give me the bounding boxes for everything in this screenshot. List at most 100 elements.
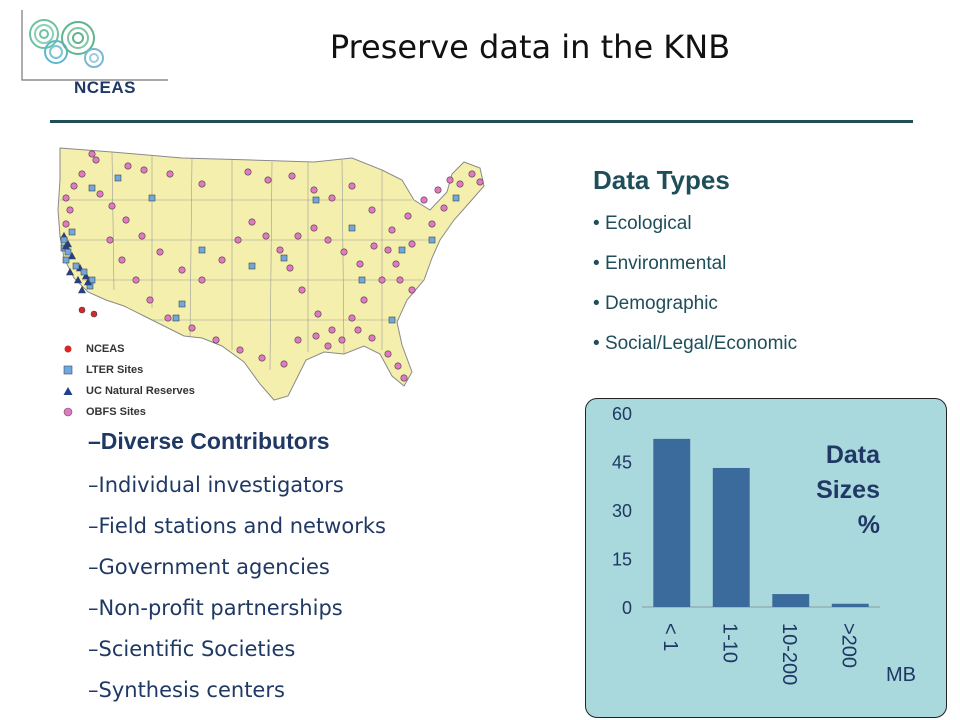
list-item: • Demographic (593, 293, 718, 314)
uc-reserve-marker (65, 267, 75, 276)
obfs-site-marker (294, 336, 302, 344)
y-tick-label: 0 (622, 598, 632, 618)
obfs-site-marker (198, 180, 206, 188)
list-item: • Social/Legal/Economic (593, 333, 798, 354)
list-item: –Non-profit partnerships (88, 596, 343, 620)
obfs-site-marker (146, 296, 154, 304)
uc-reserve-marker (67, 251, 77, 260)
obfs-site-marker (348, 314, 356, 322)
list-item-label: Ecological (604, 213, 692, 234)
obfs-site-marker (62, 220, 70, 228)
lter-site-marker (68, 228, 76, 236)
uc-reserve-marker (77, 285, 87, 294)
obfs-site-marker (388, 226, 396, 234)
lter-site-marker (358, 276, 366, 284)
nceas-site-marker (78, 306, 86, 314)
obfs-site-marker (310, 224, 318, 232)
obfs-site-marker (392, 260, 400, 268)
obfs-site-marker (324, 236, 332, 244)
lter-site-marker (312, 196, 320, 204)
lter-site-marker (428, 236, 436, 244)
obfs-site-marker (138, 232, 146, 240)
legend-label: NCEAS (86, 342, 125, 355)
legend-triangle-icon (62, 385, 74, 397)
lter-site-marker (178, 300, 186, 308)
obfs-site-marker (88, 150, 96, 158)
obfs-site-marker (258, 354, 266, 362)
lter-site-marker (198, 246, 206, 254)
obfs-site-marker (248, 218, 256, 226)
obfs-site-marker (384, 350, 392, 358)
obfs-site-marker (244, 168, 252, 176)
obfs-site-marker (370, 242, 378, 250)
obfs-site-marker (188, 324, 196, 332)
data-sizes-bar-chart: 0 15 30 45 60 < 1 1-10 10-200 >200 (612, 404, 880, 685)
obfs-site-marker (440, 204, 448, 212)
obfs-site-marker (276, 246, 284, 254)
obfs-site-marker (408, 240, 416, 248)
contributors-heading: –Diverse Contributors (88, 428, 330, 454)
obfs-site-marker (218, 256, 226, 264)
y-tick-label: 45 (612, 453, 632, 473)
chart-title-line: Sizes (816, 476, 880, 504)
obfs-site-marker (280, 360, 288, 368)
chart-title-line: % (857, 511, 880, 539)
obfs-site-marker (108, 202, 116, 210)
legend-item: OBFS Sites (62, 401, 195, 422)
obfs-site-marker (354, 326, 362, 334)
obfs-site-marker (140, 166, 148, 174)
obfs-site-marker (118, 256, 126, 264)
list-item: • Ecological (593, 213, 692, 234)
y-tick-label: 30 (612, 501, 632, 521)
lter-site-marker (72, 262, 80, 270)
obfs-site-marker (62, 194, 70, 202)
obfs-site-marker (124, 162, 132, 170)
legend-item: LTER Sites (62, 359, 195, 380)
legend-circle-icon (62, 343, 74, 355)
obfs-site-marker (92, 156, 100, 164)
obfs-site-marker (166, 170, 174, 178)
obfs-site-marker (338, 336, 346, 344)
list-item-label: Environmental (604, 253, 727, 274)
uc-reserve-marker (83, 277, 93, 286)
nceas-site-marker (90, 310, 98, 318)
obfs-site-marker (132, 276, 140, 284)
uc-reserve-marker (61, 241, 71, 250)
obfs-site-marker (96, 190, 104, 198)
obfs-site-marker (428, 220, 436, 228)
obfs-site-marker (212, 336, 220, 344)
obfs-site-marker (368, 334, 376, 342)
x-tick-label: < 1 (659, 623, 681, 651)
obfs-site-marker (298, 286, 306, 294)
list-item: • Environmental (593, 253, 727, 274)
lter-site-marker (172, 314, 180, 322)
obfs-site-marker (434, 186, 442, 194)
x-tick-label: 1-10 (718, 623, 740, 663)
obfs-site-marker (164, 314, 172, 322)
legend-label: LTER Sites (86, 363, 144, 376)
x-axis-unit-label: MB (886, 664, 916, 686)
obfs-site-marker (328, 194, 336, 202)
page-title: Preserve data in the KNB (329, 28, 731, 66)
obfs-site-marker (310, 186, 318, 194)
obfs-site-marker (236, 346, 244, 354)
lter-site-marker (80, 268, 88, 276)
data-types-list: • Ecological • Environmental • Demograph… (593, 210, 797, 370)
contributors-section: –Diverse Contributors –Individual invest… (88, 425, 386, 711)
obfs-site-marker (420, 196, 428, 204)
title-divider (50, 120, 913, 123)
lter-site-marker (280, 254, 288, 262)
list-item-label: Social/Legal/Economic (604, 333, 798, 354)
obfs-site-marker (234, 236, 242, 244)
obfs-site-marker (394, 362, 402, 370)
legend-circle-icon (62, 406, 74, 418)
obfs-site-marker (156, 248, 164, 256)
legend-square-icon (62, 364, 74, 376)
lter-site-marker (64, 248, 72, 256)
obfs-site-marker (286, 264, 294, 272)
obfs-site-marker (384, 246, 392, 254)
data-types-heading: Data Types (593, 165, 730, 195)
bar (772, 594, 810, 607)
obfs-site-marker (408, 286, 416, 294)
uc-reserve-marker (81, 271, 91, 280)
